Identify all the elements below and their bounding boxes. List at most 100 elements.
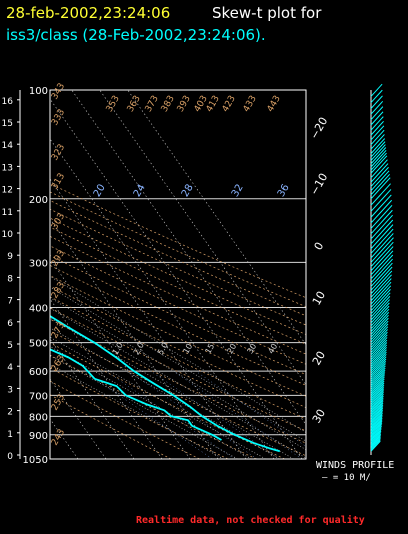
wind-barb bbox=[370, 219, 394, 245]
wind-barb bbox=[370, 326, 389, 346]
theta-label-333: 333 bbox=[50, 108, 67, 128]
wind-barb bbox=[370, 159, 388, 179]
wind-barb bbox=[370, 281, 392, 305]
wind-barb bbox=[370, 274, 392, 298]
pressure-label-600: 600 bbox=[29, 367, 48, 378]
pressure-label-800: 800 bbox=[29, 412, 48, 423]
wind-barb bbox=[370, 254, 394, 280]
wind-barb bbox=[370, 199, 393, 224]
pressure-label-400: 400 bbox=[29, 304, 48, 315]
wind-barb bbox=[370, 292, 391, 315]
theta-label-363: 363 bbox=[126, 94, 143, 114]
wind-barb bbox=[370, 241, 394, 268]
wind-barb bbox=[370, 101, 384, 115]
wind-barb bbox=[370, 116, 384, 131]
theta-label-243: 243 bbox=[50, 428, 67, 448]
wind-barb bbox=[370, 337, 388, 356]
wind-barb bbox=[370, 428, 382, 441]
thermo-grid bbox=[50, 90, 306, 459]
wind-barb bbox=[370, 437, 381, 450]
isotherm bbox=[50, 218, 219, 459]
wind-barb bbox=[370, 356, 387, 374]
wind-barb bbox=[370, 183, 391, 206]
dry-adiabat-263 bbox=[50, 367, 229, 459]
isotherm bbox=[50, 138, 275, 459]
height-label-5: 5 bbox=[7, 341, 13, 351]
wind-barb bbox=[370, 358, 387, 376]
wind-barb bbox=[370, 414, 383, 428]
height-label-16: 16 bbox=[2, 97, 14, 107]
height-label-0: 0 bbox=[7, 452, 13, 462]
wind-barb bbox=[370, 388, 385, 404]
wind-barb bbox=[370, 285, 392, 308]
quality-warning: Realtime data, not checked for quality bbox=[136, 515, 365, 526]
wind-barb bbox=[370, 246, 394, 272]
wind-barb bbox=[370, 435, 382, 447]
wind-barb bbox=[370, 439, 381, 451]
wind-barb bbox=[370, 344, 388, 363]
theta-label-293: 293 bbox=[50, 249, 67, 269]
wind-barb bbox=[370, 138, 386, 154]
height-label-4: 4 bbox=[7, 363, 13, 373]
dry-adiabat-353 bbox=[50, 264, 306, 386]
wind-barb bbox=[370, 320, 389, 341]
wind-barb bbox=[370, 149, 387, 168]
wind-barb bbox=[370, 209, 393, 235]
wind-barb bbox=[370, 382, 385, 398]
height-label-13: 13 bbox=[2, 163, 13, 173]
moist-adiabat bbox=[50, 327, 280, 459]
dry-adiabat-293 bbox=[50, 330, 306, 457]
moist-adiabat bbox=[50, 275, 306, 433]
height-label-6: 6 bbox=[7, 319, 13, 329]
wind-barb bbox=[370, 173, 391, 196]
wind-barb bbox=[370, 384, 385, 400]
height-label-3: 3 bbox=[7, 385, 13, 395]
dry-adiabat-283 bbox=[50, 342, 285, 459]
wind-barb bbox=[370, 299, 391, 321]
isotherm-label-right-20: 20 bbox=[310, 349, 328, 368]
wind-barb bbox=[370, 404, 384, 419]
wind-barb bbox=[370, 417, 383, 431]
wind-barb bbox=[370, 406, 384, 420]
isotherm bbox=[71, 90, 306, 426]
wind-barb bbox=[370, 409, 384, 424]
theta-label-433: 433 bbox=[242, 94, 259, 114]
wind-barb bbox=[370, 363, 386, 381]
dry-adiabat-403 bbox=[50, 217, 306, 335]
wind-barb bbox=[370, 125, 385, 141]
moist-label-2.0: 2.0 bbox=[132, 341, 146, 357]
wind-barb bbox=[370, 420, 383, 434]
height-label-14: 14 bbox=[2, 141, 14, 151]
wind-barb bbox=[370, 360, 387, 378]
wind-barb bbox=[370, 233, 394, 259]
moist-label-30: 30 bbox=[245, 342, 258, 355]
theta-label-423: 423 bbox=[221, 94, 238, 114]
moist-label-40: 40 bbox=[266, 342, 279, 355]
height-label-2: 2 bbox=[7, 408, 13, 418]
wind-barb bbox=[370, 152, 387, 171]
wind-barb bbox=[370, 339, 388, 358]
series-line-dewpoint bbox=[50, 348, 222, 441]
plot-title: Skew-t plot for bbox=[212, 4, 322, 22]
dry-adiabat-273 bbox=[50, 354, 257, 459]
wind-barb bbox=[370, 314, 389, 335]
wind-barb bbox=[370, 305, 390, 327]
mixing-ratio-label-24: 24 bbox=[132, 182, 148, 199]
wind-barb bbox=[370, 302, 390, 324]
mixing-ratio-label-20: 20 bbox=[92, 182, 108, 199]
wind-barb bbox=[370, 163, 389, 183]
wind-barb bbox=[370, 407, 384, 422]
wind-barb bbox=[370, 334, 388, 354]
wind-barb bbox=[370, 412, 383, 427]
timestamp-title: 28-feb-2002,23:24:06 bbox=[6, 4, 171, 22]
mixing-ratio-label-28: 28 bbox=[180, 182, 196, 199]
isotherm bbox=[99, 90, 306, 386]
wind-barb bbox=[370, 262, 393, 287]
wind-barb bbox=[370, 399, 384, 414]
moist-adiabat bbox=[50, 317, 294, 459]
wind-barb bbox=[370, 395, 384, 410]
wind-barb bbox=[370, 204, 393, 229]
wind-barb bbox=[370, 144, 386, 161]
